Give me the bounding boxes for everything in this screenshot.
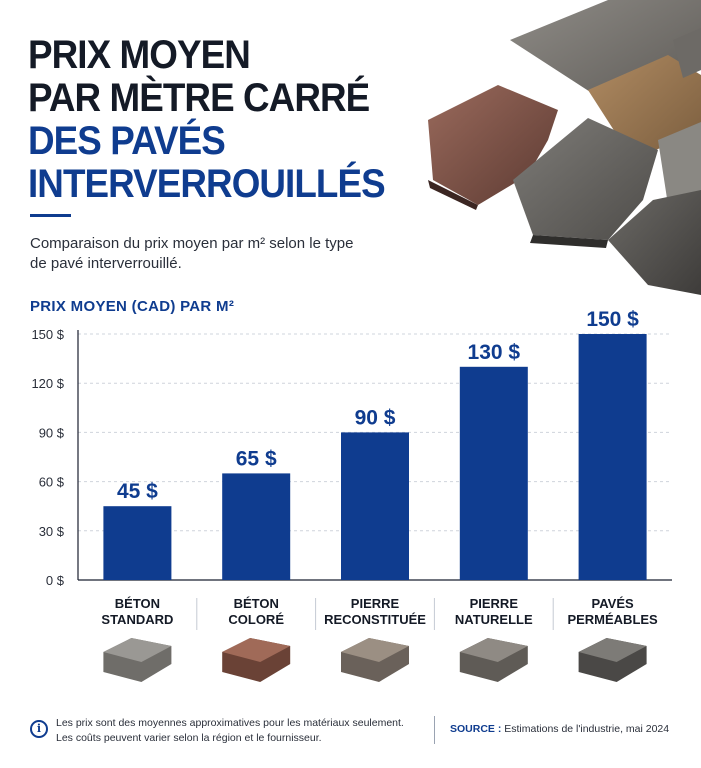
x-tick-label: PIERRE [470,596,519,611]
subtitle: Comparaison du prix moyen par m² selon l… [30,235,354,272]
title-line-1: PRIX MOYEN [28,33,251,77]
bar [459,366,528,580]
bar [341,432,409,580]
y-tick-label: 60 $ [39,475,65,490]
chart-heading: PRIX MOYEN (CAD) PAR M² [30,298,235,315]
x-tick-label: PAVÉS [592,596,634,611]
footer-note: Les prix sont des moyennes approximative… [56,716,416,746]
bar-value-label: 45 $ [117,480,158,503]
source-label: SOURCE : [450,723,502,735]
y-tick-label: 0 $ [46,573,65,588]
paver-thumbnail-top [578,638,647,662]
x-tick-label: STANDARD [101,612,173,627]
pavers-photo [428,0,701,295]
title-line-4: INTERVERROUILLÉS [28,162,386,206]
bar [222,473,291,580]
paver-thumbnail-top [222,638,291,662]
bar-value-label: 130 $ [468,341,521,364]
footer-note-line-2: Les coûts peuvent varier selon la région… [56,732,322,744]
x-tick-label: PERMÉABLES [567,612,658,627]
x-tick-label: PIERRE [351,596,400,611]
bar-value-label: 65 $ [236,447,277,470]
x-tick-label: BÉTON [115,596,160,611]
title-underline [30,214,71,217]
footer-note-line-1: Les prix sont des moyennes approximative… [56,717,404,729]
paver-thumbnail-top [103,638,172,662]
x-tick-label: RECONSTITUÉE [324,612,426,627]
bar-value-label: 90 $ [355,406,396,429]
bar [103,506,172,580]
y-tick-label: 30 $ [39,524,65,539]
x-tick-label: BÉTON [234,596,279,611]
x-tick-label: NATURELLE [455,612,533,627]
paver-thumbnail-top [459,638,528,662]
title-line-3: DES PAVÉS [28,119,226,163]
footer-divider [434,716,435,744]
bar-chart: 0 $30 $60 $90 $120 $150 $45 $BÉTONSTANDA… [31,308,672,682]
title-line-2: PAR MÈTRE CARRÉ [28,76,370,120]
y-tick-label: 90 $ [39,425,65,440]
y-tick-label: 150 $ [31,327,64,342]
bar-value-label: 150 $ [586,308,639,331]
x-tick-label: COLORÉ [228,612,284,627]
paver-thumbnail-top [341,638,409,662]
y-tick-label: 120 $ [31,376,64,391]
page-title: PRIX MOYEN PAR MÈTRE CARRÉ DES PAVÉS INT… [28,34,428,206]
info-icon: i [30,720,48,738]
bar [578,334,647,580]
source-text: Estimations de l'industrie, mai 2024 [504,723,670,735]
source-credit: SOURCE : Estimations de l'industrie, mai… [450,723,669,735]
